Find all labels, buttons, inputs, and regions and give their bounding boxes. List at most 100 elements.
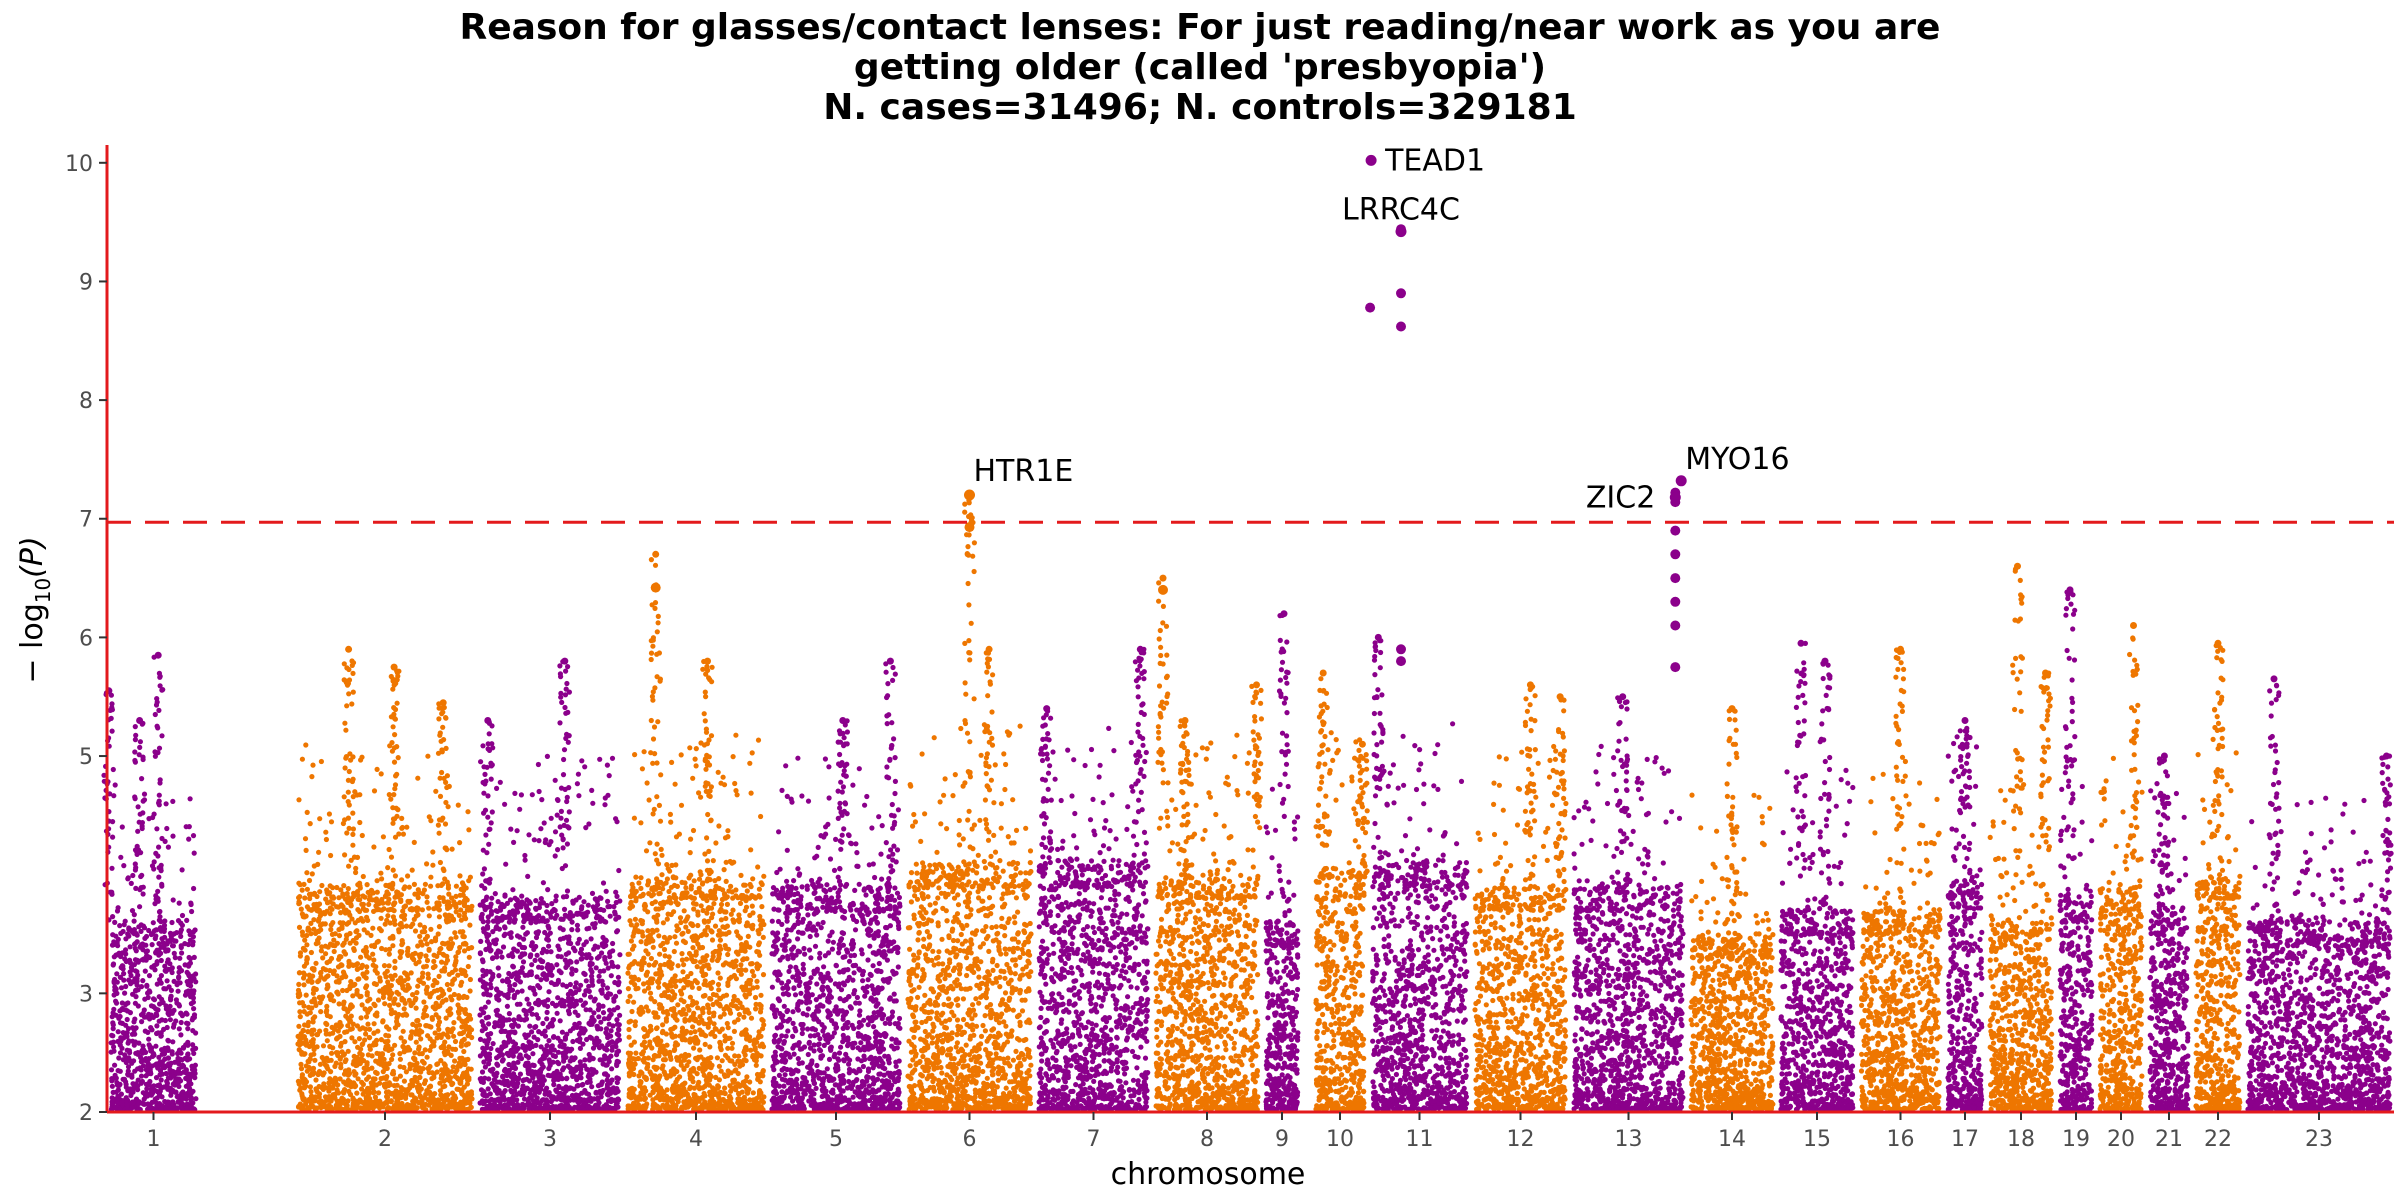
snp-point (549, 965, 555, 971)
snp-point (115, 1029, 121, 1035)
snp-point (450, 1064, 456, 1070)
snp-point (570, 913, 576, 919)
snp-point (431, 906, 437, 912)
snp-point (531, 837, 537, 843)
snp-point (124, 1016, 130, 1023)
snp-point (574, 1083, 580, 1089)
snp-point (521, 936, 527, 942)
snp-point (135, 804, 141, 810)
snp-point (377, 975, 383, 981)
snp-point (401, 916, 407, 922)
snp-point (563, 686, 569, 692)
snp-point (536, 838, 542, 844)
snp-point (411, 881, 417, 888)
snp-point (566, 995, 572, 1001)
snp-point (312, 1057, 318, 1063)
snp-point (318, 927, 324, 933)
snp-point (429, 1076, 435, 1082)
snp-point (433, 788, 439, 794)
snp-point (544, 1043, 550, 1049)
snp-point (525, 873, 531, 880)
snp-point (463, 941, 469, 947)
snp-point (707, 995, 713, 1002)
snp-point (345, 1048, 351, 1054)
snp-point (506, 1011, 512, 1017)
snp-point (715, 970, 721, 976)
snp-point (656, 933, 662, 939)
snp-point (391, 745, 397, 751)
snp-point (502, 925, 508, 931)
snp-point (401, 1105, 407, 1111)
snp-point (190, 1042, 196, 1048)
snp-point (494, 1079, 500, 1085)
snp-point (365, 1052, 371, 1058)
snp-point (177, 929, 183, 935)
snp-point (315, 861, 321, 868)
snp-point (332, 1063, 338, 1069)
snp-point (354, 854, 361, 861)
snp-point (575, 927, 581, 933)
snp-point (554, 1002, 560, 1008)
snp-point (402, 1011, 409, 1017)
snp-point (371, 1030, 377, 1036)
snp-point (159, 733, 165, 739)
snp-point (109, 1077, 115, 1083)
snp-point (156, 844, 162, 850)
snp-point (576, 1099, 582, 1105)
snp-point (613, 816, 619, 822)
snp-point (547, 930, 553, 936)
snp-point (154, 826, 160, 832)
snp-point (453, 958, 459, 964)
snp-point (496, 1053, 502, 1059)
snp-point (432, 1030, 438, 1036)
snp-point (163, 1070, 169, 1077)
peak-point (154, 651, 162, 659)
snp-point (131, 1042, 137, 1048)
snp-point (179, 950, 185, 956)
snp-point (502, 892, 508, 898)
snp-point (414, 990, 420, 996)
snp-point (326, 1088, 332, 1094)
snp-point (466, 827, 472, 833)
snp-point (336, 979, 342, 985)
snp-point (488, 908, 495, 915)
snp-point (467, 976, 473, 983)
snp-point (302, 1022, 308, 1028)
snp-point (558, 815, 564, 821)
snp-point (137, 811, 143, 817)
snp-point (480, 743, 486, 749)
snp-point (752, 1045, 758, 1051)
snp-point (510, 1082, 516, 1088)
snp-point (541, 1097, 547, 1103)
snp-point (375, 997, 382, 1003)
snp-point (530, 1051, 536, 1057)
snp-point (463, 916, 469, 922)
snp-point (132, 794, 138, 800)
snp-point (175, 988, 181, 994)
snp-point (424, 941, 430, 947)
snp-point (303, 1042, 309, 1048)
snp-point (590, 1045, 597, 1051)
snp-point (111, 1006, 117, 1012)
snp-point (436, 1019, 443, 1025)
snp-point (328, 1057, 334, 1063)
snp-point (378, 1076, 384, 1082)
snp-point (391, 1083, 397, 1089)
snp-point (145, 1063, 151, 1069)
snp-point (394, 1014, 400, 1020)
snp-point (434, 1061, 440, 1067)
snp-point (413, 1005, 419, 1011)
snp-point (135, 1087, 141, 1093)
snp-point (142, 1028, 148, 1034)
snp-point (486, 1076, 492, 1082)
snp-point (114, 908, 121, 914)
snp-point (542, 975, 549, 981)
snp-point (109, 1083, 115, 1089)
snp-point (193, 1030, 199, 1036)
snp-point (373, 981, 379, 988)
snp-point (688, 1030, 694, 1036)
snp-point (342, 1029, 348, 1035)
snp-point (509, 1089, 515, 1095)
snp-point (730, 917, 736, 923)
snp-point (579, 1082, 585, 1088)
